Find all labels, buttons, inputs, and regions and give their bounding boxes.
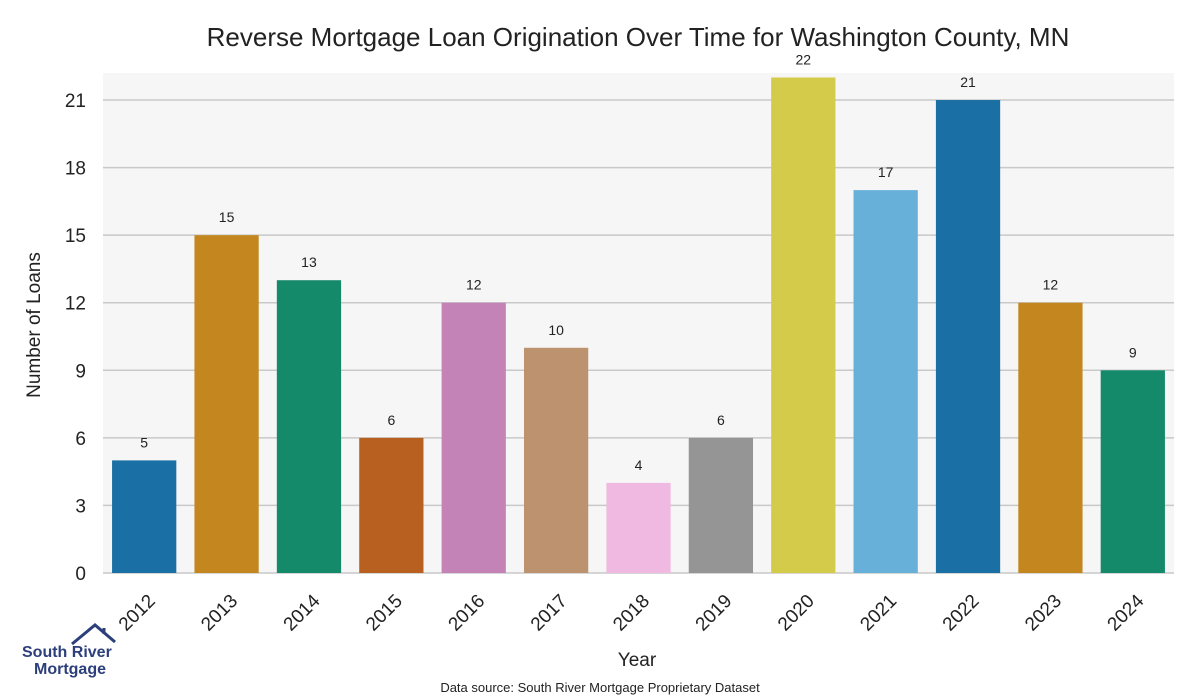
x-tick-label: 2020 [774,591,819,636]
house-icon [71,623,116,646]
bar-2024 [1100,370,1165,573]
bar-2016 [441,302,506,573]
bars [112,77,1165,573]
x-tick-label: 2017 [527,591,572,636]
bar-2013 [194,235,259,573]
bar-2018 [606,482,671,573]
y-tick-label: 15 [65,226,86,247]
y-tick-label: 6 [75,429,86,450]
x-axis-label: Year [617,650,657,671]
data-label: 12 [1043,277,1059,293]
data-label: 22 [795,52,811,68]
chart-title: Reverse Mortgage Loan Origination Over T… [206,22,1070,52]
x-tick-label: 2024 [1104,590,1149,635]
bar-2012 [112,460,177,573]
data-label: 5 [140,434,148,450]
x-tick-label: 2021 [856,591,901,636]
south-river-mortgage-logo: South River Mortgage [22,620,122,680]
data-label: 10 [548,322,564,338]
bar-2014 [276,280,342,573]
source-note: Data source: South River Mortgage Propri… [440,680,760,695]
x-tick-label: 2013 [197,591,242,636]
data-label: 21 [960,74,976,90]
y-axis-label: Number of Loans [24,252,45,398]
data-label: 6 [717,412,725,428]
y-tick-label: 12 [65,294,86,315]
x-tick-label: 2018 [609,591,654,636]
y-axis-ticks: 0 3 6 9 12 15 18 21 [65,91,86,585]
bar-2017 [523,347,589,573]
bar-2022 [935,100,1001,573]
logo-line-1: South River [22,644,112,661]
y-tick-label: 3 [75,496,86,517]
x-tick-label: 2016 [445,591,490,636]
x-tick-label: 2023 [1021,591,1066,636]
data-label: 15 [219,209,235,225]
bar-2019 [688,437,754,573]
data-label: 4 [635,457,643,473]
y-tick-label: 18 [65,159,86,180]
y-tick-label: 21 [65,91,86,112]
x-tick-label: 2022 [939,591,984,636]
y-tick-label: 0 [75,564,86,585]
x-tick-label: 2019 [692,591,737,636]
data-label: 6 [387,412,395,428]
y-tick-label: 9 [75,361,86,382]
bar-2021 [853,190,918,573]
data-label: 12 [466,277,482,293]
bar-2015 [359,437,424,573]
x-tick-label: 2014 [280,590,325,635]
data-labels: 5 15 13 6 12 10 4 6 22 17 21 12 9 [140,52,1137,473]
x-axis-ticks: 2012 2013 2014 2015 2016 2017 2018 2019 2020 2021… [115,590,1149,635]
data-label: 13 [301,254,317,270]
data-label: 17 [878,164,894,180]
bar-2023 [1018,302,1083,573]
x-tick-label: 2015 [362,591,407,636]
logo-line-2: Mortgage [34,661,106,678]
data-label: 9 [1129,344,1137,360]
bar-2020 [771,77,836,573]
